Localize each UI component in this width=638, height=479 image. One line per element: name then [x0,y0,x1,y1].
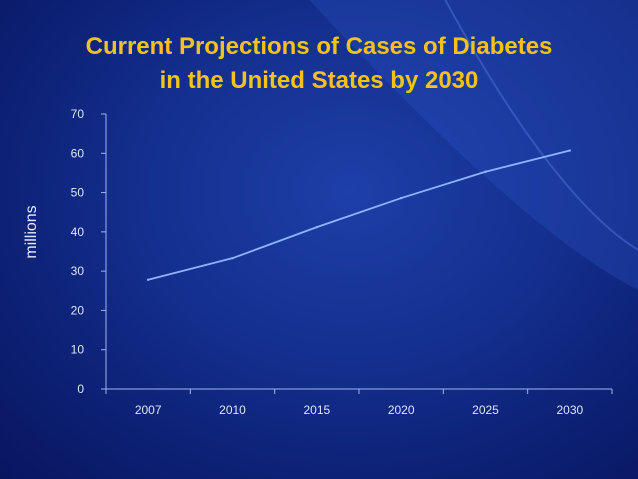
y-tick-label: 10 [71,343,85,357]
x-tick-label: 2007 [135,403,162,417]
x-tick-label: 2010 [219,403,246,417]
chart-title: Current Projections of Cases of Diabetes… [0,30,638,98]
y-tick-label: 50 [71,186,85,200]
chart-title-line1: Current Projections of Cases of Diabetes [85,33,553,60]
y-tick-label: 0 [77,382,84,396]
data-point [399,196,403,200]
series-line [147,149,571,281]
x-tick-label: 2020 [388,403,415,417]
x-tick-label: 2025 [472,403,499,417]
chart-title-line2: in the United States by 2030 [159,67,479,94]
data-point [315,225,319,229]
data-point [146,278,150,281]
y-tick-label: 60 [71,146,85,160]
x-tick-label: 2015 [303,403,330,417]
data-point [231,256,234,260]
y-tick-label: 40 [71,225,85,239]
y-tick-label: 30 [71,264,85,278]
y-tick-label: 70 [71,107,85,121]
x-tick-label: 2030 [556,403,583,417]
data-point [568,149,572,152]
data-point [484,170,487,173]
y-tick-label: 20 [71,303,85,317]
